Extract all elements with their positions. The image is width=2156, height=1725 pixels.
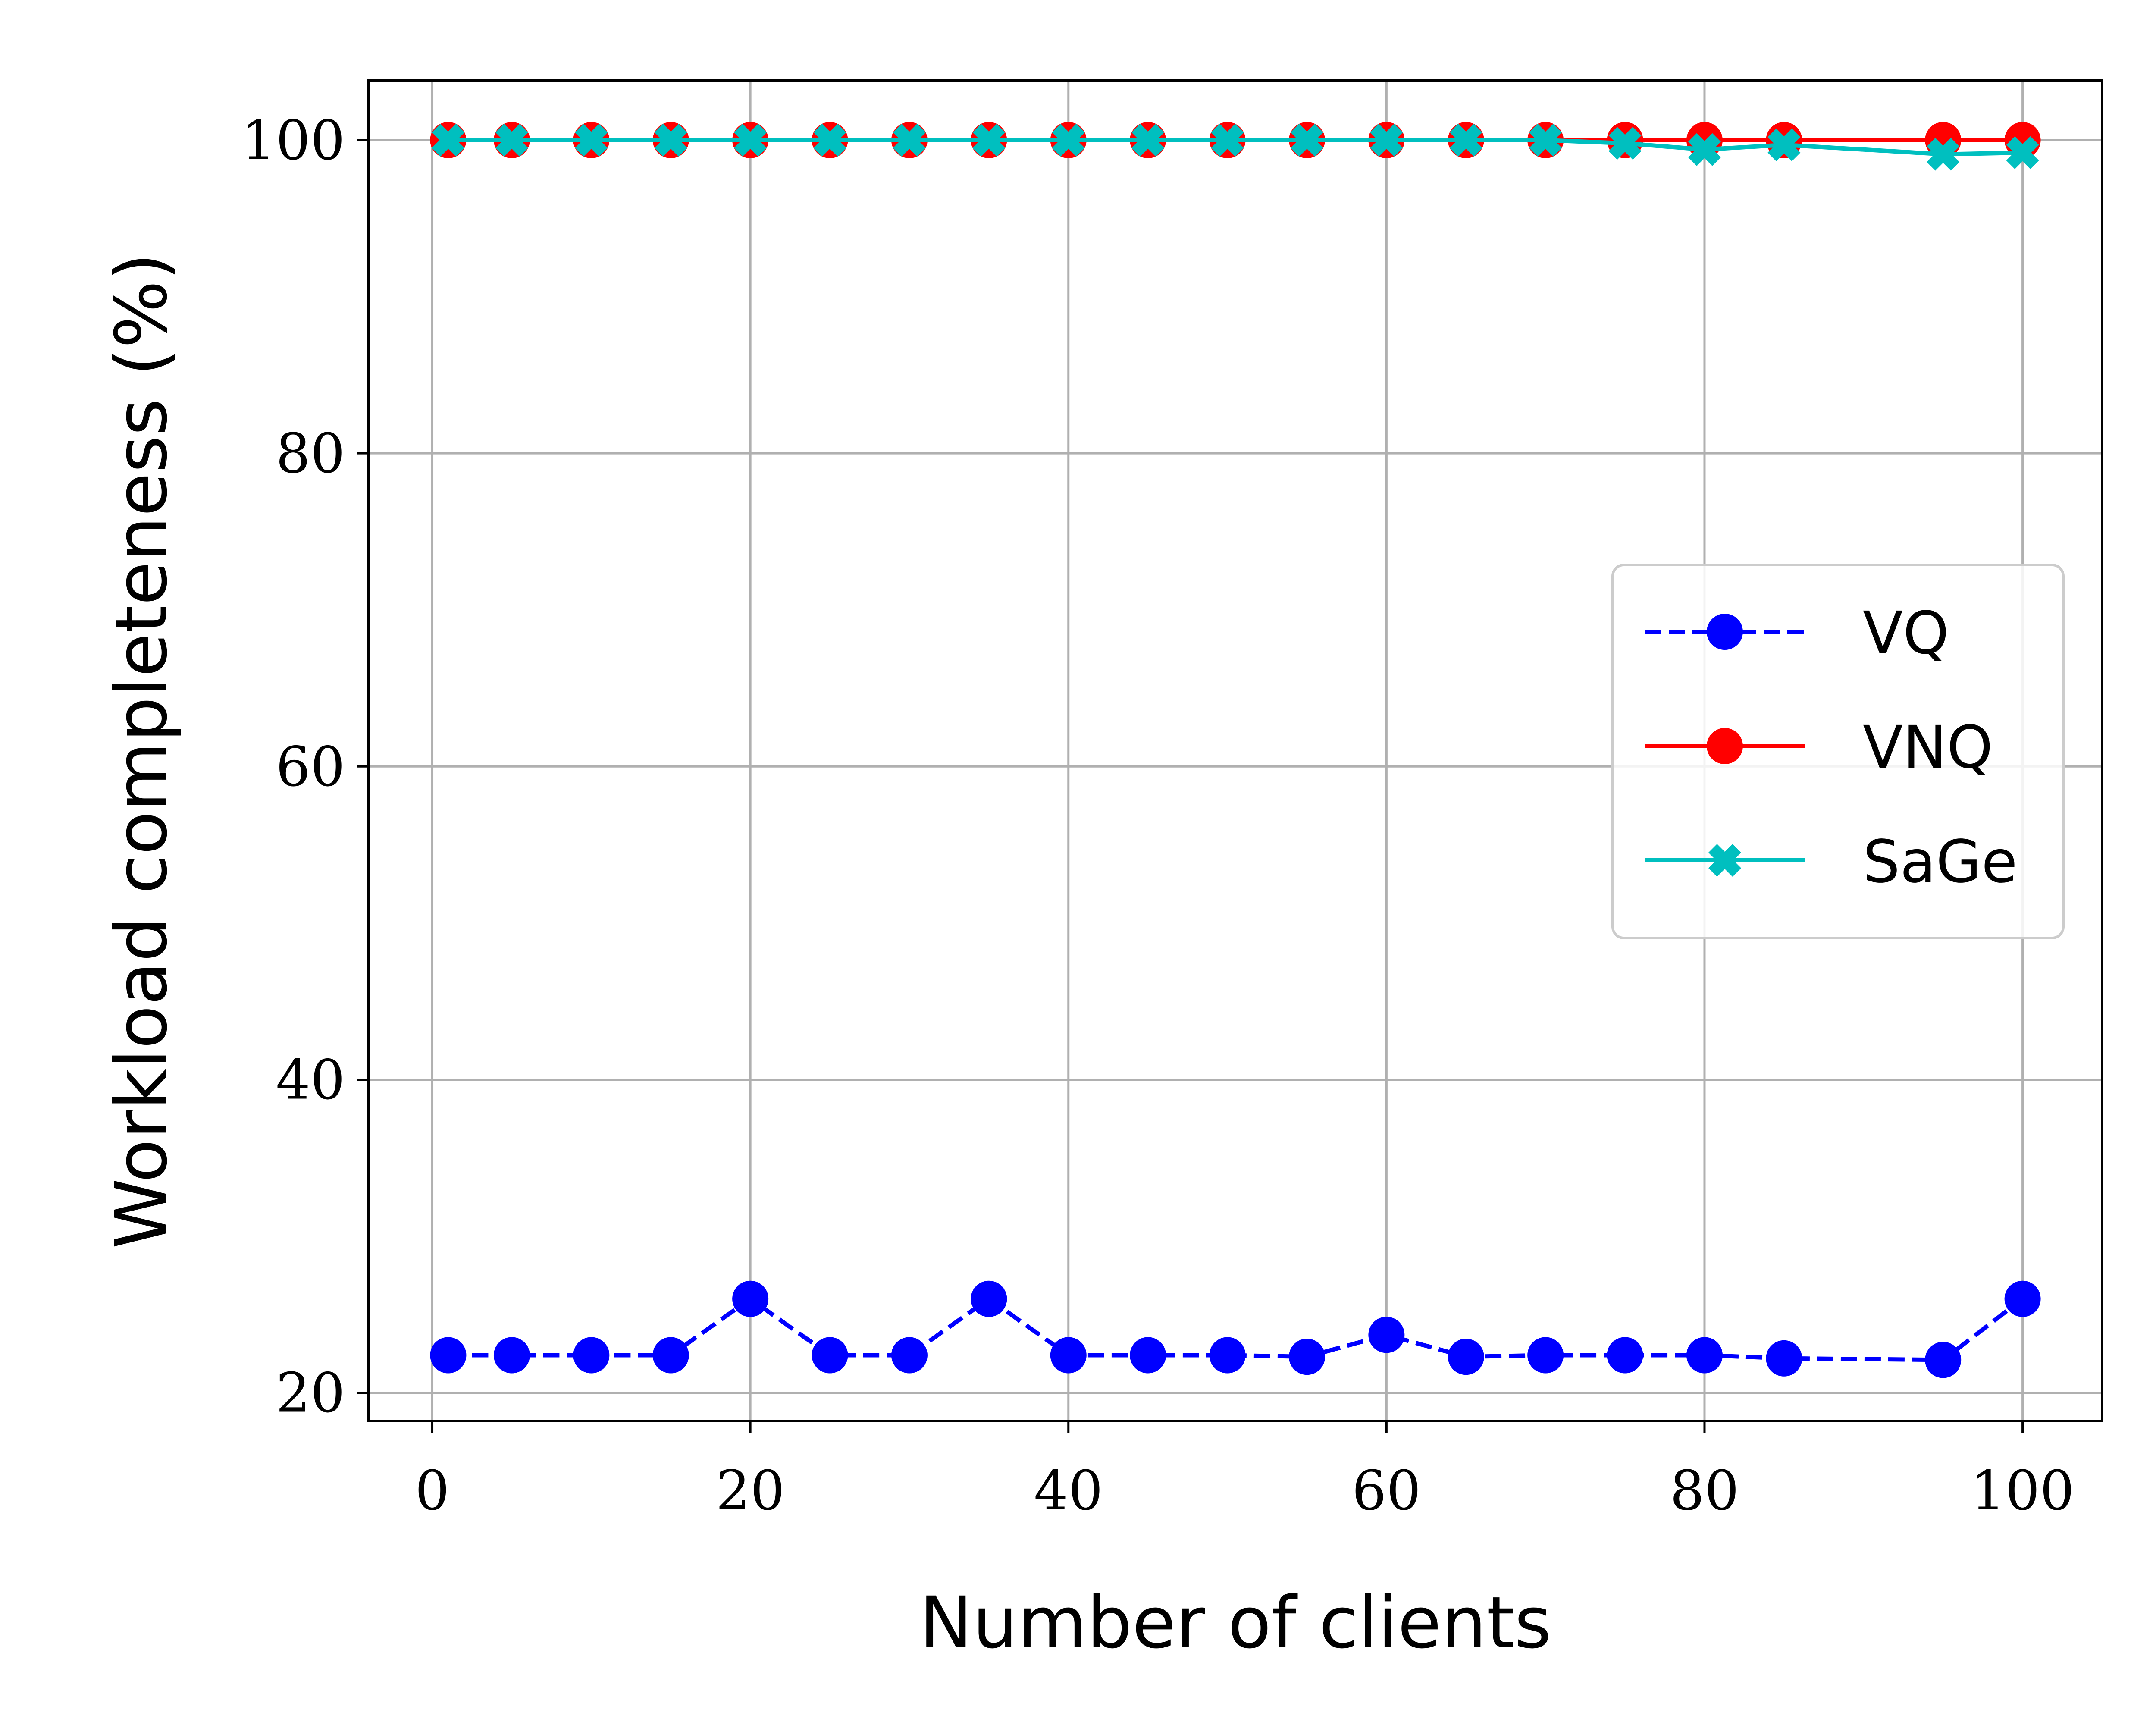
legend-marker-sage xyxy=(1708,844,1741,877)
x-tick-label: 100 xyxy=(1971,1459,2075,1522)
series-sage-point xyxy=(1688,133,1721,166)
legend-marker-vnq xyxy=(1707,728,1743,764)
series-sage-point xyxy=(495,123,528,157)
series-sage-point xyxy=(1211,123,1244,157)
legend-item-vq: VQ xyxy=(1645,599,1949,668)
series-vq-point xyxy=(891,1337,928,1374)
legend-marker-vq xyxy=(1707,614,1743,650)
series-vq-point xyxy=(971,1280,1007,1317)
series-sage-point xyxy=(1131,123,1165,157)
y-tick-label: 40 xyxy=(276,1048,345,1111)
series-vq-point xyxy=(1686,1337,1723,1374)
x-tick-label: 20 xyxy=(716,1459,785,1522)
series-sage-point xyxy=(575,123,608,157)
series-sage-point xyxy=(654,123,687,157)
legend-item-sage: SaGe xyxy=(1645,828,2018,896)
y-tick-label: 80 xyxy=(276,422,345,485)
y-tick-label: 20 xyxy=(276,1361,345,1425)
series-vq-point xyxy=(1209,1337,1246,1374)
series-vq-point xyxy=(430,1337,467,1374)
series-vq-point xyxy=(732,1280,769,1317)
series-vq-point xyxy=(1050,1337,1087,1374)
legend: VQ VNQ SaGe xyxy=(1611,564,2065,939)
series-sage-point xyxy=(1449,123,1482,157)
series-vq-point xyxy=(1607,1337,1643,1374)
y-tick-label: 100 xyxy=(241,109,345,172)
y-axis-title: Workload completeness (%) xyxy=(100,253,183,1249)
y-tick-label: 60 xyxy=(276,735,345,798)
series-vq xyxy=(430,1280,2041,1378)
x-axis-title: Number of clients xyxy=(919,1581,1551,1664)
legend-box xyxy=(1611,564,2065,939)
legend-item-vnq: VNQ xyxy=(1645,714,1993,782)
series-sage-point xyxy=(893,123,926,157)
plot-area xyxy=(430,122,2041,1378)
series-sage-point xyxy=(1927,138,1960,171)
series-vq-point xyxy=(1288,1339,1325,1375)
series-sage-point xyxy=(1767,128,1801,161)
x-tick-label: 60 xyxy=(1352,1459,1421,1522)
series-vq-point xyxy=(2004,1280,2041,1317)
series-vq-point xyxy=(1527,1337,1564,1374)
series-sage-point xyxy=(734,123,767,157)
series-sage-point xyxy=(1370,123,1403,157)
series-vq-point xyxy=(1368,1317,1405,1353)
series-sage-point xyxy=(432,123,465,157)
x-tick-label: 0 xyxy=(415,1459,449,1522)
axes-frame xyxy=(367,79,2103,1422)
axis-ticks: 0 20 40 60 80 100 20 40 60 80 100 xyxy=(241,109,2075,1522)
series-sage-line xyxy=(448,138,2023,157)
series-sage-point xyxy=(1608,127,1642,160)
series-vq-point xyxy=(493,1337,530,1374)
series-sage-point xyxy=(2006,136,2039,169)
series-sage xyxy=(432,123,2039,171)
series-vq-point xyxy=(1448,1339,1484,1375)
series-sage-point xyxy=(1290,123,1323,157)
series-vq-point xyxy=(652,1337,689,1374)
series-sage-point xyxy=(1529,123,1562,157)
series-sage-point xyxy=(813,123,846,157)
legend-label-vq: VQ xyxy=(1863,599,1949,668)
legend-label-sage: SaGe xyxy=(1863,828,2018,896)
series-vq-point xyxy=(1766,1340,1802,1377)
series-vq-point xyxy=(1130,1337,1166,1374)
series-sage-point xyxy=(1052,123,1085,157)
series-vq-point xyxy=(812,1337,848,1374)
series-sage-point xyxy=(972,123,1006,157)
legend-label-vnq: VNQ xyxy=(1863,714,1993,782)
x-tick-label: 80 xyxy=(1670,1459,1739,1522)
series-vq-point xyxy=(573,1337,610,1374)
x-tick-label: 40 xyxy=(1034,1459,1103,1522)
series-vq-point xyxy=(1925,1342,1962,1378)
